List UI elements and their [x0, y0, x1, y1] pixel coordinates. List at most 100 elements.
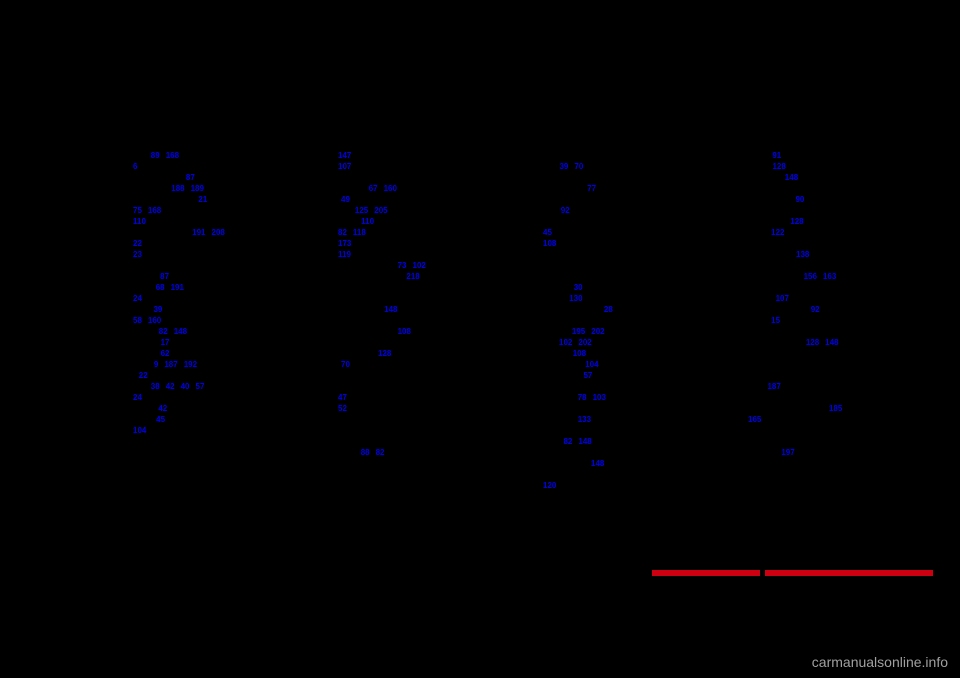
- index-page-number[interactable]: 125: [355, 205, 368, 216]
- index-page-number[interactable]: 6: [133, 161, 137, 172]
- index-page-number[interactable]: 205: [374, 205, 387, 216]
- index-page-number[interactable]: 28: [604, 304, 613, 315]
- index-page-number[interactable]: 82: [376, 447, 385, 458]
- index-page-number[interactable]: 62: [161, 348, 170, 359]
- index-page-number[interactable]: 218: [406, 271, 419, 282]
- index-page-number[interactable]: 39: [559, 161, 568, 172]
- index-page-number[interactable]: 47: [338, 392, 347, 403]
- index-page-number[interactable]: 130: [569, 293, 582, 304]
- index-page-number[interactable]: 73: [398, 260, 407, 271]
- index-page-number[interactable]: 165: [748, 414, 761, 425]
- index-page-number[interactable]: 191: [192, 227, 205, 238]
- index-page-number[interactable]: 30: [574, 282, 583, 293]
- index-page-number[interactable]: 160: [384, 183, 397, 194]
- index-page-number[interactable]: 17: [161, 337, 170, 348]
- index-page-number[interactable]: 156: [804, 271, 817, 282]
- index-page-number[interactable]: 133: [578, 414, 591, 425]
- index-page-number[interactable]: 108: [573, 348, 586, 359]
- index-page-number[interactable]: 128: [378, 348, 391, 359]
- index-page-number[interactable]: 107: [776, 293, 789, 304]
- index-page-number[interactable]: 88: [361, 447, 370, 458]
- index-page-number[interactable]: 87: [160, 271, 169, 282]
- index-page-number[interactable]: 192: [184, 359, 197, 370]
- index-page-number[interactable]: 110: [133, 216, 146, 227]
- index-page-number[interactable]: 185: [829, 403, 842, 414]
- index-page-number[interactable]: 202: [591, 326, 604, 337]
- index-page-number[interactable]: 128: [772, 161, 785, 172]
- index-page-number[interactable]: 108: [543, 238, 556, 249]
- index-page-number[interactable]: 110: [361, 216, 374, 227]
- index-page-number[interactable]: 57: [196, 381, 205, 392]
- index-page-number[interactable]: 24: [133, 392, 142, 403]
- index-page-number[interactable]: 148: [578, 436, 591, 447]
- index-page-number[interactable]: 89: [151, 150, 160, 161]
- index-page-number[interactable]: 168: [166, 150, 179, 161]
- index-page-number[interactable]: 21: [198, 194, 207, 205]
- index-page-number[interactable]: 15: [771, 315, 780, 326]
- index-page-number[interactable]: 52: [338, 403, 347, 414]
- index-page-number[interactable]: 138: [796, 249, 809, 260]
- index-page-number[interactable]: 202: [578, 337, 591, 348]
- index-page-number[interactable]: 38: [151, 381, 160, 392]
- index-page-number[interactable]: 108: [398, 326, 411, 337]
- index-page-number[interactable]: 187: [767, 381, 780, 392]
- index-page-number[interactable]: 58: [133, 315, 142, 326]
- index-page-number[interactable]: 42: [158, 403, 167, 414]
- index-page-number[interactable]: 49: [341, 194, 350, 205]
- index-page-number[interactable]: 187: [164, 359, 177, 370]
- index-page-number[interactable]: 119: [338, 249, 351, 260]
- index-page-number[interactable]: 42: [166, 381, 175, 392]
- index-page-number[interactable]: 91: [772, 150, 781, 161]
- index-page-number[interactable]: 104: [585, 359, 598, 370]
- index-page-number[interactable]: 104: [133, 425, 146, 436]
- index-page-number[interactable]: 189: [191, 183, 204, 194]
- index-page-number[interactable]: 188: [171, 183, 184, 194]
- index-page-number[interactable]: 163: [823, 271, 836, 282]
- index-page-number[interactable]: 82: [338, 227, 347, 238]
- index-page-number[interactable]: 67: [369, 183, 378, 194]
- index-page-number[interactable]: 148: [174, 326, 187, 337]
- index-page-number[interactable]: 208: [212, 227, 225, 238]
- index-page-number[interactable]: 22: [133, 238, 142, 249]
- index-page-number[interactable]: 148: [825, 337, 838, 348]
- index-page-number[interactable]: 75: [133, 205, 142, 216]
- index-page-number[interactable]: 120: [543, 480, 556, 491]
- index-page-number[interactable]: 45: [156, 414, 165, 425]
- index-page-number[interactable]: 40: [181, 381, 190, 392]
- index-page-number[interactable]: 102: [559, 337, 572, 348]
- index-page-number[interactable]: 160: [148, 315, 161, 326]
- index-page-number[interactable]: 128: [790, 216, 803, 227]
- index-page-number[interactable]: 128: [806, 337, 819, 348]
- index-page-number[interactable]: 147: [338, 150, 351, 161]
- index-page-number[interactable]: 87: [186, 172, 195, 183]
- index-page-number[interactable]: 68: [156, 282, 165, 293]
- index-page-number[interactable]: 77: [587, 183, 596, 194]
- index-page-number[interactable]: 148: [591, 458, 604, 469]
- index-page-number[interactable]: 102: [413, 260, 426, 271]
- index-page-number[interactable]: 92: [811, 304, 820, 315]
- index-page-number[interactable]: 70: [574, 161, 583, 172]
- index-page-number[interactable]: 45: [543, 227, 552, 238]
- index-page-number[interactable]: 92: [561, 205, 570, 216]
- index-page-number[interactable]: 103: [593, 392, 606, 403]
- index-page-number[interactable]: 90: [795, 194, 804, 205]
- index-page-number[interactable]: 70: [341, 359, 350, 370]
- index-page-number[interactable]: 9: [154, 359, 158, 370]
- index-page-number[interactable]: 39: [153, 304, 162, 315]
- index-page-number[interactable]: 191: [171, 282, 184, 293]
- index-page-number[interactable]: 107: [338, 161, 351, 172]
- index-page-number[interactable]: 118: [353, 227, 366, 238]
- index-page-number[interactable]: 22: [139, 370, 148, 381]
- index-page-number[interactable]: 168: [148, 205, 161, 216]
- index-page-number[interactable]: 122: [771, 227, 784, 238]
- index-page-number[interactable]: 173: [338, 238, 351, 249]
- index-page-number[interactable]: 197: [781, 447, 794, 458]
- index-page-number[interactable]: 82: [159, 326, 168, 337]
- index-page-number[interactable]: 57: [583, 370, 592, 381]
- index-page-number[interactable]: 23: [133, 249, 142, 260]
- index-page-number[interactable]: 82: [563, 436, 572, 447]
- index-page-number[interactable]: 148: [785, 172, 798, 183]
- index-page-number[interactable]: 195: [572, 326, 585, 337]
- index-page-number[interactable]: 24: [133, 293, 142, 304]
- index-page-number[interactable]: 78: [578, 392, 587, 403]
